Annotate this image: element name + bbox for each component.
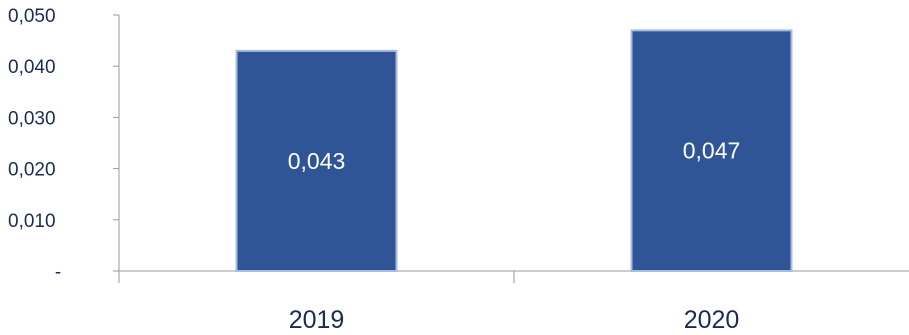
data-label-2019: 0,043 bbox=[288, 148, 346, 174]
data-labels-group: 0,043 0,047 bbox=[288, 138, 741, 174]
x-ticks-group: 2019 2020 bbox=[118, 271, 740, 334]
x-tick-label: 2019 bbox=[289, 306, 345, 334]
y-ticks-group: - 0,010 0,020 0,030 0,040 0,050 bbox=[8, 6, 119, 283]
y-tick-label: 0,050 bbox=[8, 6, 56, 27]
y-tick-label: - bbox=[55, 262, 61, 283]
x-tick-label: 2020 bbox=[684, 306, 740, 334]
y-tick-label: 0,030 bbox=[8, 108, 56, 129]
y-tick-label: 0,040 bbox=[8, 57, 56, 78]
y-tick-label: 0,020 bbox=[8, 160, 56, 181]
bar-2019 bbox=[235, 49, 398, 273]
y-tick-label: 0,010 bbox=[8, 211, 56, 232]
data-label-2020: 0,047 bbox=[683, 138, 741, 164]
bars-group bbox=[235, 29, 793, 273]
bar-2020 bbox=[630, 29, 793, 272]
